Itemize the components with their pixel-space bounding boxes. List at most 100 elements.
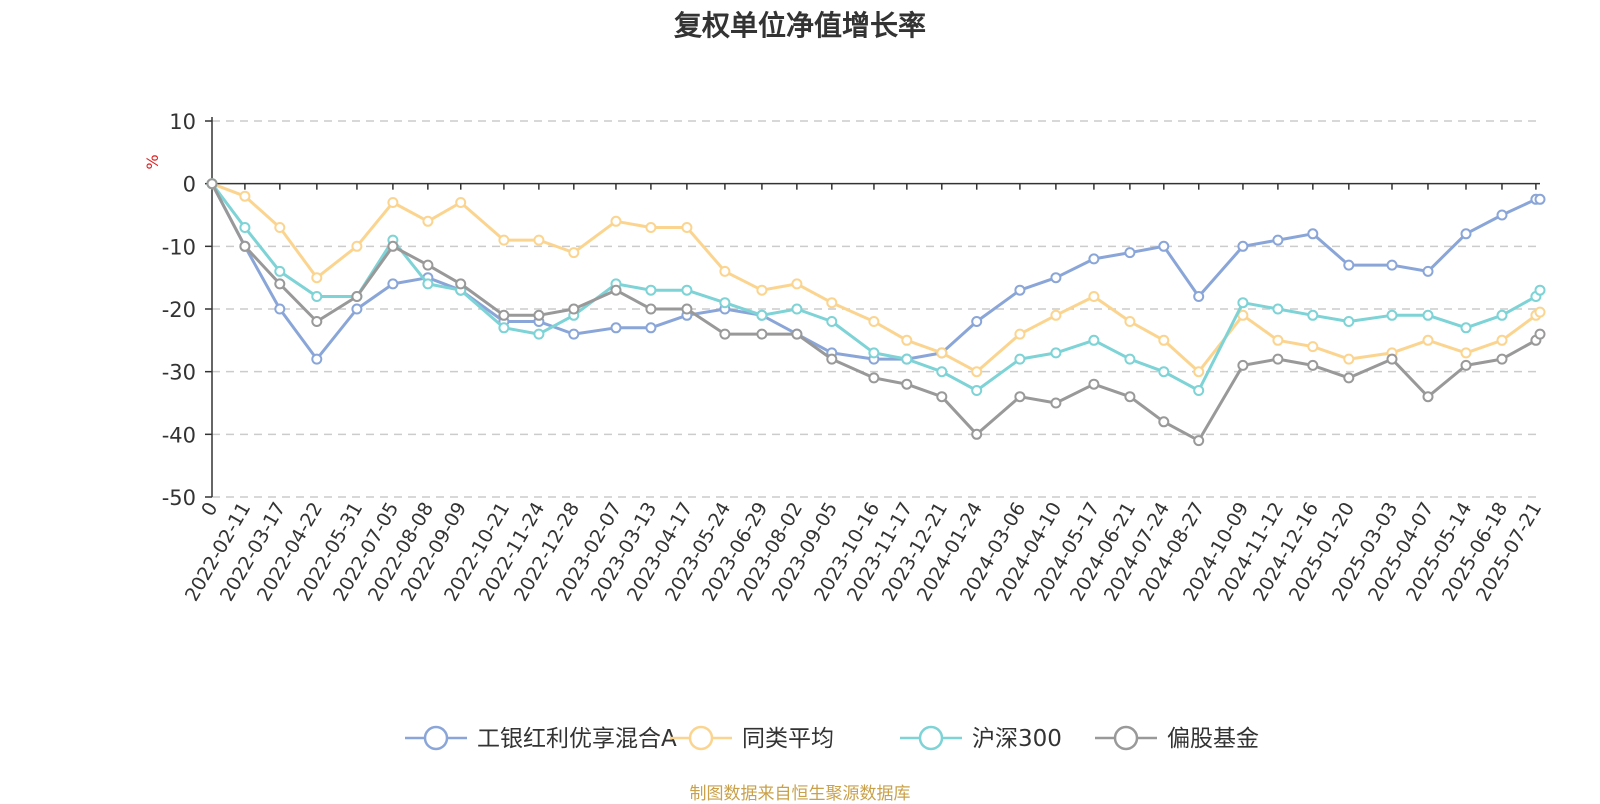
legend-label: 同类平均 — [742, 726, 834, 752]
data-point — [568, 247, 580, 259]
data-point — [1014, 328, 1026, 340]
data-point — [1237, 309, 1249, 321]
data-point — [681, 222, 693, 233]
data-point — [719, 265, 731, 277]
data-point — [1124, 316, 1136, 327]
data-point — [1050, 272, 1062, 284]
legend-label: 工银红利优享混合A — [477, 726, 677, 752]
data-point — [1422, 265, 1434, 277]
legend-marker — [1113, 725, 1139, 751]
y-tick-label: -50 — [162, 486, 196, 510]
data-point — [351, 240, 363, 252]
data-point — [351, 303, 363, 315]
data-point — [826, 353, 838, 365]
y-tick-label: 10 — [169, 110, 196, 134]
data-point — [1534, 306, 1546, 318]
data-point — [868, 347, 880, 359]
data-point — [1088, 378, 1100, 390]
data-point — [455, 197, 467, 208]
data-point — [1307, 359, 1319, 371]
data-point — [901, 378, 913, 390]
data-point — [719, 328, 731, 340]
data-point — [1460, 322, 1472, 334]
data-point — [387, 240, 399, 252]
data-point — [1307, 228, 1319, 240]
data-point — [311, 272, 323, 284]
data-point — [1050, 397, 1062, 409]
data-point — [387, 197, 399, 208]
data-point — [1237, 240, 1249, 252]
grid-lines — [212, 120, 1540, 498]
data-point — [1272, 303, 1284, 315]
data-point — [455, 278, 467, 290]
data-point — [826, 316, 838, 327]
data-point — [351, 291, 363, 302]
legend-label: 偏股基金 — [1167, 726, 1259, 752]
legend-item: 沪深300 — [900, 725, 1062, 752]
data-point — [791, 278, 803, 290]
data-point — [936, 366, 948, 378]
data-point — [1496, 309, 1508, 321]
data-point — [311, 353, 323, 365]
data-point — [1496, 209, 1508, 221]
y-tick-labels: 10 0 -10 -20 -30 -40 -50% — [143, 110, 196, 510]
data-point — [568, 328, 580, 340]
data-point — [936, 347, 948, 359]
legend-marker — [423, 725, 449, 751]
series-line-3 — [210, 183, 1542, 443]
data-point — [1422, 309, 1434, 321]
data-point — [1237, 359, 1249, 371]
data-point — [274, 278, 286, 290]
data-point — [756, 328, 768, 340]
data-point — [1343, 372, 1355, 384]
data-point — [901, 353, 913, 365]
series-line-2 — [210, 182, 1542, 392]
data-point — [274, 303, 286, 315]
data-point — [422, 215, 434, 227]
legend-label: 沪深300 — [972, 726, 1062, 752]
data-point — [826, 297, 838, 309]
data-point — [387, 278, 399, 290]
data-point — [1014, 284, 1026, 296]
data-point — [1272, 353, 1284, 365]
data-point — [1158, 366, 1170, 378]
data-point — [498, 322, 510, 334]
data-point — [1386, 259, 1398, 271]
x-tick-label-origin: 0 — [197, 499, 222, 520]
data-point — [1088, 291, 1100, 302]
data-point — [1534, 193, 1546, 205]
legend-item: 工银红利优享混合A — [405, 725, 677, 752]
data-point — [1386, 309, 1398, 321]
data-point — [1460, 228, 1472, 240]
data-point — [568, 303, 580, 315]
data-point — [756, 309, 768, 321]
y-axis-unit-label: % — [143, 154, 162, 169]
y-tick-label: -40 — [162, 423, 196, 447]
y-tick-label: -30 — [162, 361, 196, 385]
data-point — [1386, 353, 1398, 365]
data-point — [533, 234, 545, 246]
data-point — [610, 215, 622, 227]
data-point — [1193, 435, 1205, 447]
data-point — [274, 265, 286, 277]
data-point — [1050, 347, 1062, 359]
data-point — [645, 284, 657, 296]
data-point — [239, 190, 251, 202]
data-point — [868, 316, 880, 327]
data-point — [971, 385, 983, 396]
data-point — [239, 240, 251, 252]
data-point — [1014, 391, 1026, 403]
data-point — [756, 284, 768, 296]
legend-marker — [918, 725, 944, 751]
data-point — [1088, 253, 1100, 265]
data-point — [971, 316, 983, 327]
data-point — [1014, 353, 1026, 365]
source-note: 制图数据来自恒生聚源数据库 — [689, 784, 911, 804]
data-point — [1496, 334, 1508, 346]
data-point — [1124, 247, 1136, 259]
data-point — [1534, 284, 1546, 296]
data-point — [1050, 309, 1062, 321]
data-point — [1193, 291, 1205, 302]
data-point — [422, 278, 434, 290]
